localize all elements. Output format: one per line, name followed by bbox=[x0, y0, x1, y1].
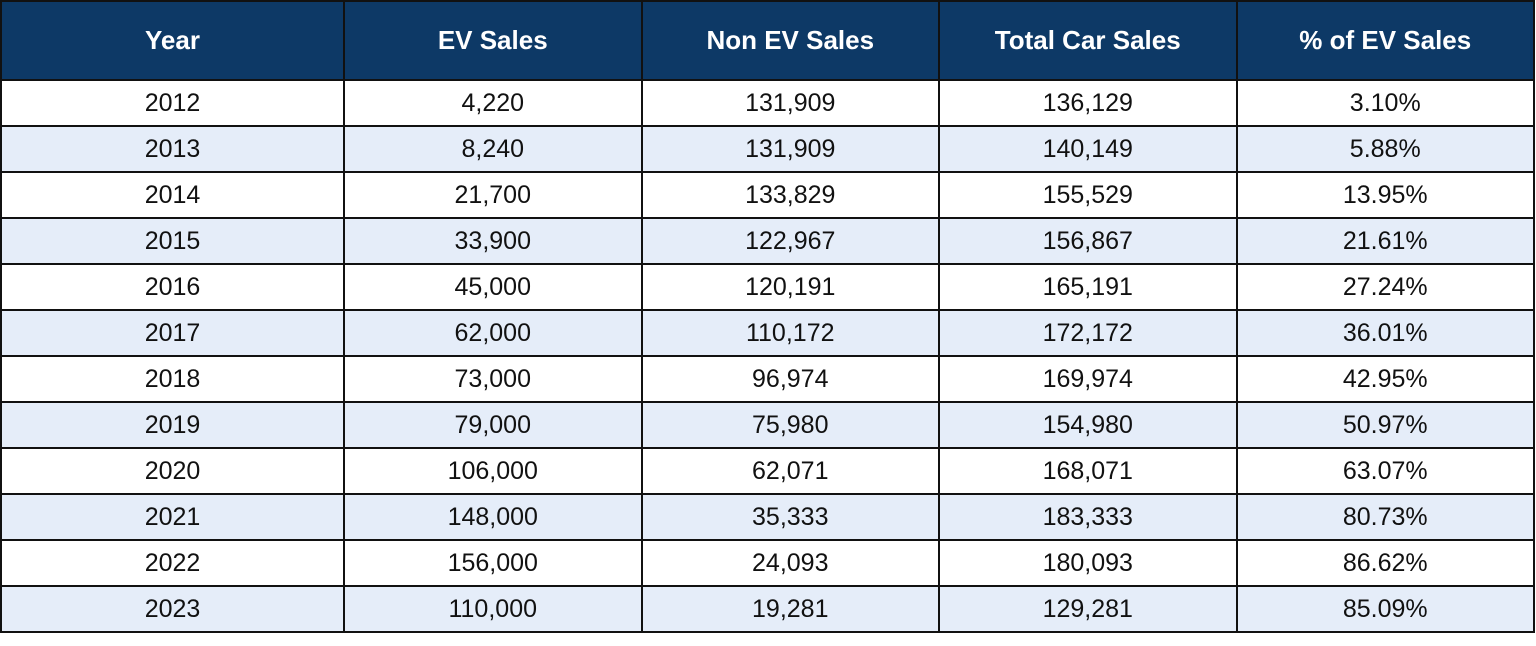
table-cell: 155,529 bbox=[938, 171, 1238, 219]
table-row: 2017 62,000 110,172 172,172 36.01% bbox=[0, 309, 1535, 357]
table-cell: 86.62% bbox=[1235, 539, 1535, 587]
table-row: 2020 106,000 62,071 168,071 63.07% bbox=[0, 447, 1535, 495]
table-cell: 2016 bbox=[0, 263, 345, 311]
table-cell: 79,000 bbox=[343, 401, 643, 449]
table-cell: 122,967 bbox=[640, 217, 940, 265]
table-row: 2019 79,000 75,980 154,980 50.97% bbox=[0, 401, 1535, 449]
table-cell: 24,093 bbox=[640, 539, 940, 587]
table-cell: 4,220 bbox=[343, 79, 643, 127]
table-cell: 3.10% bbox=[1235, 79, 1535, 127]
table-cell: 168,071 bbox=[938, 447, 1238, 495]
table-cell: 21.61% bbox=[1235, 217, 1535, 265]
table-cell: 2021 bbox=[0, 493, 345, 541]
table-cell: 2022 bbox=[0, 539, 345, 587]
header-cell: Year bbox=[0, 0, 345, 81]
table-cell: 50.97% bbox=[1235, 401, 1535, 449]
table-row: 2014 21,700 133,829 155,529 13.95% bbox=[0, 171, 1535, 219]
table-cell: 42.95% bbox=[1235, 355, 1535, 403]
table-cell: 45,000 bbox=[343, 263, 643, 311]
table-cell: 140,149 bbox=[938, 125, 1238, 173]
table-cell: 148,000 bbox=[343, 493, 643, 541]
table-cell: 85.09% bbox=[1235, 585, 1535, 633]
table-cell: 131,909 bbox=[640, 79, 940, 127]
table-cell: 2014 bbox=[0, 171, 345, 219]
header-cell: Non EV Sales bbox=[640, 0, 940, 81]
table-cell: 110,000 bbox=[343, 585, 643, 633]
table-cell: 156,867 bbox=[938, 217, 1238, 265]
table-cell: 133,829 bbox=[640, 171, 940, 219]
table-row: 2022 156,000 24,093 180,093 86.62% bbox=[0, 539, 1535, 587]
table-row: 2015 33,900 122,967 156,867 21.61% bbox=[0, 217, 1535, 265]
table-cell: 180,093 bbox=[938, 539, 1238, 587]
header-cell: EV Sales bbox=[343, 0, 643, 81]
table-row: 2021 148,000 35,333 183,333 80.73% bbox=[0, 493, 1535, 541]
table-cell: 62,000 bbox=[343, 309, 643, 357]
table-cell: 2018 bbox=[0, 355, 345, 403]
table-cell: 80.73% bbox=[1235, 493, 1535, 541]
table-cell: 27.24% bbox=[1235, 263, 1535, 311]
table-cell: 2015 bbox=[0, 217, 345, 265]
table-row: 2016 45,000 120,191 165,191 27.24% bbox=[0, 263, 1535, 311]
table-cell: 183,333 bbox=[938, 493, 1238, 541]
table-cell: 2020 bbox=[0, 447, 345, 495]
table-row: 2012 4,220 131,909 136,129 3.10% bbox=[0, 79, 1535, 127]
table-cell: 172,172 bbox=[938, 309, 1238, 357]
table-cell: 120,191 bbox=[640, 263, 940, 311]
table-cell: 2019 bbox=[0, 401, 345, 449]
table-cell: 129,281 bbox=[938, 585, 1238, 633]
header-cell: Total Car Sales bbox=[938, 0, 1238, 81]
table-cell: 165,191 bbox=[938, 263, 1238, 311]
table-cell: 75,980 bbox=[640, 401, 940, 449]
table-cell: 62,071 bbox=[640, 447, 940, 495]
table-cell: 2013 bbox=[0, 125, 345, 173]
sales-table: Year EV Sales Non EV Sales Total Car Sales%… bbox=[0, 0, 1535, 633]
table-cell: 63.07% bbox=[1235, 447, 1535, 495]
header-cell: % of EV Sales bbox=[1235, 0, 1535, 81]
table-cell: 36.01% bbox=[1235, 309, 1535, 357]
table-cell: 2017 bbox=[0, 309, 345, 357]
table-cell: 96,974 bbox=[640, 355, 940, 403]
table-row: 2023 110,000 19,281 129,281 85.09% bbox=[0, 585, 1535, 633]
table-row: 2013 8,240 131,909 140,149 5.88% bbox=[0, 125, 1535, 173]
table-cell: 131,909 bbox=[640, 125, 940, 173]
table-cell: 19,281 bbox=[640, 585, 940, 633]
table-cell: 156,000 bbox=[343, 539, 643, 587]
table-cell: 13.95% bbox=[1235, 171, 1535, 219]
table-cell: 35,333 bbox=[640, 493, 940, 541]
header-row: Year EV Sales Non EV Sales Total Car Sales%… bbox=[0, 0, 1535, 81]
table-cell: 5.88% bbox=[1235, 125, 1535, 173]
table-cell: 169,974 bbox=[938, 355, 1238, 403]
table-cell: 2012 bbox=[0, 79, 345, 127]
table-cell: 2023 bbox=[0, 585, 345, 633]
table-cell: 136,129 bbox=[938, 79, 1238, 127]
table-cell: 21,700 bbox=[343, 171, 643, 219]
table-cell: 106,000 bbox=[343, 447, 643, 495]
table-cell: 8,240 bbox=[343, 125, 643, 173]
table-cell: 73,000 bbox=[343, 355, 643, 403]
table-cell: 33,900 bbox=[343, 217, 643, 265]
table-row: 2018 73,000 96,974 169,974 42.95% bbox=[0, 355, 1535, 403]
table-cell: 110,172 bbox=[640, 309, 940, 357]
table-cell: 154,980 bbox=[938, 401, 1238, 449]
